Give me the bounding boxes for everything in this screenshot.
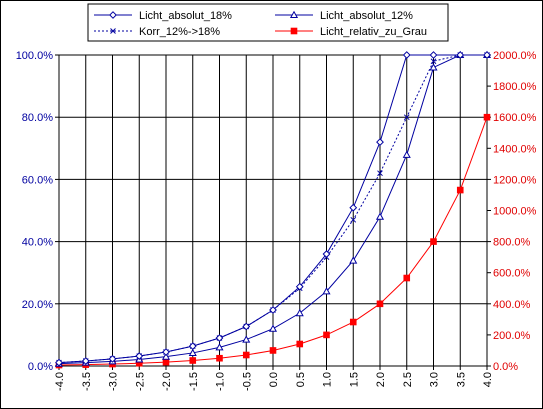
series-0-point-8 xyxy=(269,306,277,314)
series-0-point-7 xyxy=(242,322,251,331)
y-left-tick-label-4: 80.0% xyxy=(22,112,53,124)
y-left-tick-label-5: 100.0% xyxy=(16,50,54,62)
legend-entry-0: Licht_absolut_18% xyxy=(94,10,232,22)
series-0-point-11 xyxy=(349,203,358,212)
y-left-tick-label-1: 20.0% xyxy=(22,299,53,311)
x-tick-label-16: 4.0 xyxy=(482,372,494,387)
series-0-point-0 xyxy=(55,358,63,367)
y-right-tick-label-8: 1600.0% xyxy=(493,112,537,124)
x-tick-label-0: -4.0 xyxy=(54,372,66,391)
legend-entry-1: Licht_absolut_12% xyxy=(275,10,413,22)
y-right-tick-label-0: 0.0% xyxy=(493,361,518,373)
series-1-point-11 xyxy=(349,256,358,264)
series-3-point-8 xyxy=(269,347,277,354)
x-tick-label-13: 2.5 xyxy=(402,372,414,387)
series-3-point-15 xyxy=(456,186,464,194)
y-right-tick-label-2: 400.0% xyxy=(493,299,531,311)
series-0-point-14 xyxy=(429,51,438,59)
x-tick-label-3: -2.5 xyxy=(134,372,146,391)
legend-label-0: Licht_absolut_18% xyxy=(139,10,232,22)
series-0-point-6 xyxy=(215,334,224,342)
series-1-point-12 xyxy=(375,212,385,220)
y-left-tick-label-2: 40.0% xyxy=(22,237,53,249)
series-3-point-14 xyxy=(430,238,437,245)
legend-label-2: Korr_12%->18% xyxy=(139,26,220,38)
x-tick-label-12: 2.0 xyxy=(375,372,387,387)
series-1-point-8 xyxy=(268,324,278,332)
y-right-tick-label-5: 1000.0% xyxy=(493,206,537,218)
y-right-tick-label-3: 600.0% xyxy=(493,268,531,280)
legend-swatch-marker-2 xyxy=(110,28,116,34)
axes: 0.0% 20.0% 40.0% 60.0% 80.0% 100.0% 0.0% 200.0%… xyxy=(16,50,537,391)
series-0-point-9 xyxy=(295,282,304,291)
legend-swatch-marker-0 xyxy=(109,11,117,19)
legend-label-3: Licht_relativ_zu_Grau xyxy=(320,26,427,38)
x-tick-label-10: 1.0 xyxy=(322,372,334,387)
series-2-line xyxy=(58,54,487,364)
series-2-point-12 xyxy=(377,170,383,177)
y-right-tick-label-7: 1400.0% xyxy=(493,143,537,155)
y-right-tick-label-10: 2000.0% xyxy=(493,50,537,62)
series-3-point-13 xyxy=(403,274,411,282)
x-tick-label-15: 3.5 xyxy=(455,372,467,387)
series-0-point-2 xyxy=(108,354,117,363)
series-3-point-4 xyxy=(162,358,170,366)
series-2-point-13 xyxy=(403,114,410,121)
legend-swatch-marker-1 xyxy=(289,10,299,19)
x-tick-label-14: 3.0 xyxy=(429,372,441,387)
series-0-point-13 xyxy=(402,51,411,59)
series-0-point-1 xyxy=(81,357,90,365)
series-2-point-14 xyxy=(430,58,437,65)
x-tick-label-2: -3.0 xyxy=(108,372,120,391)
series-3-point-5 xyxy=(189,357,197,364)
series-3-point-16 xyxy=(483,113,491,121)
series-0-point-15 xyxy=(456,51,465,59)
series-3-point-10 xyxy=(323,331,330,339)
series-2-point-11 xyxy=(350,216,357,223)
x-tick-label-1: -3.5 xyxy=(81,372,93,391)
x-tick-label-8: 0.0 xyxy=(268,372,280,387)
series-3-point-7 xyxy=(242,351,250,359)
series-3-point-6 xyxy=(216,354,223,362)
y-right-tick-label-1: 200.0% xyxy=(493,330,531,342)
legend-box xyxy=(87,3,449,42)
series-0-point-5 xyxy=(188,342,197,351)
series-1-point-14 xyxy=(429,63,438,71)
series-1-point-7 xyxy=(242,335,251,343)
x-tick-label-4: -2.0 xyxy=(161,372,173,391)
series-3-point-12 xyxy=(376,300,384,308)
series-1-point-10 xyxy=(322,287,331,295)
legend-swatch-marker-3 xyxy=(290,27,298,35)
series-1-point-13 xyxy=(402,150,411,158)
series-0-point-16 xyxy=(483,51,491,59)
series-1-point-6 xyxy=(215,343,224,351)
x-tick-label-6: -1.0 xyxy=(215,372,227,391)
y-right-tick-label-6: 1200.0% xyxy=(493,174,537,186)
y-right-tick-label-4: 800.0% xyxy=(493,237,531,249)
series-0-point-4 xyxy=(162,348,170,356)
series-0-point-12 xyxy=(376,138,384,146)
y-left-tick-label-3: 60.0% xyxy=(22,174,53,186)
series-0-point-3 xyxy=(135,352,144,360)
x-tick-label-11: 1.5 xyxy=(348,372,360,387)
legend-entry-3: Licht_relativ_zu_Grau xyxy=(275,26,427,38)
series-area xyxy=(54,50,492,369)
series-1-point-9 xyxy=(295,308,304,317)
series-0-point-10 xyxy=(322,250,331,258)
grid xyxy=(58,54,488,367)
series-1-point-4 xyxy=(161,352,171,360)
y-right-tick-label-9: 1800.0% xyxy=(493,81,537,93)
y-left-tick-label-0: 0.0% xyxy=(28,361,53,373)
legend-label-1: Licht_absolut_12% xyxy=(320,10,413,22)
legend-entry-2: Korr_12%->18% xyxy=(94,26,220,38)
series-1-point-5 xyxy=(188,348,197,356)
legend: Licht_absolut_18% Licht_absolut_12% Korr_1… xyxy=(87,3,449,42)
x-tick-label-9: 0.5 xyxy=(295,372,307,387)
x-tick-label-7: -0.5 xyxy=(241,372,253,391)
series-3-point-9 xyxy=(296,340,304,348)
series-3-point-11 xyxy=(349,318,357,326)
x-tick-label-5: -1.5 xyxy=(188,372,200,391)
